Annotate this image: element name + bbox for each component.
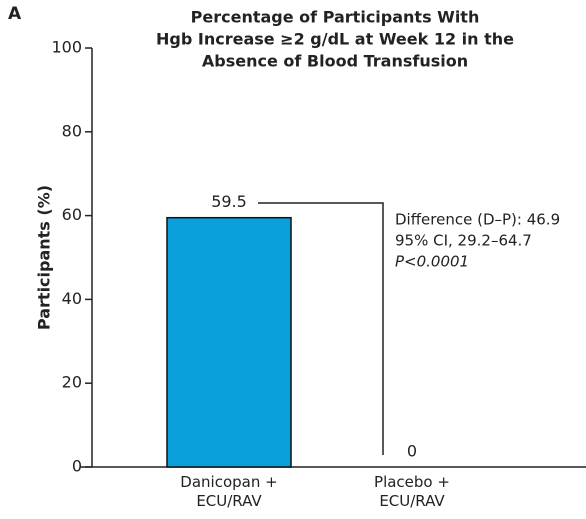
bar: [166, 216, 292, 468]
y-tick-label: 60: [62, 205, 82, 224]
y-tick-label: 20: [62, 373, 82, 392]
bracket: [258, 202, 384, 455]
annotation: Difference (D–P): 46.9: [395, 211, 560, 229]
y-tick-label: 0: [72, 457, 82, 476]
chart-title: Percentage of Participants With: [191, 8, 480, 27]
y-tick-label: 40: [62, 289, 82, 308]
x-tick-label: Danicopan + ECU/RAV: [180, 473, 278, 510]
value-label: 59.5: [211, 192, 247, 211]
annotation: P<0.0001: [395, 253, 469, 271]
y-tick-label: 80: [62, 121, 82, 140]
y-tick-label: 100: [51, 38, 82, 57]
chart-title: Hgb Increase ≥2 g/dL at Week 12 in the: [156, 30, 514, 49]
annotation: 95% CI, 29.2–64.7: [395, 232, 532, 250]
panel-label: A: [8, 4, 22, 24]
value-label: 0: [407, 442, 417, 461]
y-axis-label: Participants (%): [35, 185, 54, 330]
x-tick-label: Placebo + ECU/RAV: [374, 473, 450, 510]
chart-title: Absence of Blood Transfusion: [202, 52, 468, 71]
